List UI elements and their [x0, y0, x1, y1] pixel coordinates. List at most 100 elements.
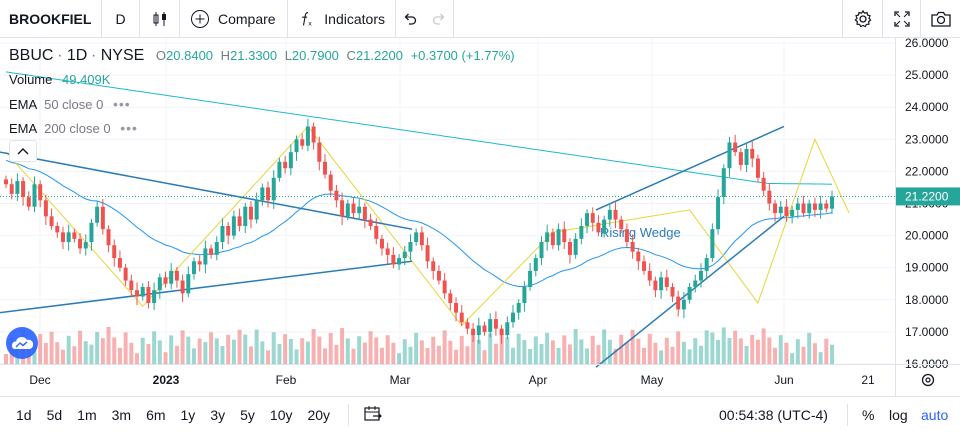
range-5d[interactable]: 5d	[46, 407, 63, 423]
volume-bars	[4, 327, 834, 364]
range-1y[interactable]: 1y	[180, 407, 196, 423]
candle-body	[419, 232, 424, 246]
auto-toggle[interactable]: auto	[921, 407, 949, 423]
candle-body	[454, 303, 459, 313]
candle-body	[345, 203, 350, 217]
candle-body	[550, 232, 555, 246]
candle-body	[516, 303, 521, 313]
candle-body	[602, 219, 607, 233]
settings-button[interactable]	[842, 0, 882, 38]
candle-body	[664, 277, 669, 287]
volume-bar	[357, 336, 362, 364]
volume-bar	[539, 344, 544, 364]
screenshot-button[interactable]	[920, 0, 960, 38]
pattern-label: Rising Wedge	[600, 225, 681, 240]
legend-l-label: L	[284, 48, 292, 63]
fullscreen-button[interactable]	[882, 0, 920, 38]
log-toggle[interactable]: log	[889, 407, 908, 423]
candle-body	[522, 286, 527, 304]
volume-bar	[716, 340, 721, 364]
ema50-legend[interactable]: EMA 50 close 0 •••	[9, 96, 131, 112]
volume-bar	[755, 339, 760, 364]
volume-bar	[340, 328, 345, 364]
volume-bar	[533, 336, 538, 364]
volume-bar	[311, 329, 316, 364]
volume-bar	[431, 336, 436, 364]
chart-type-button[interactable]	[140, 0, 180, 38]
volume-bar	[78, 330, 83, 364]
volume-bar	[351, 348, 356, 364]
percent-toggle[interactable]: %	[862, 407, 875, 423]
undo-button[interactable]	[396, 0, 424, 38]
volume-bar	[607, 339, 612, 364]
candle-body	[579, 225, 584, 239]
range-1m[interactable]: 1m	[77, 407, 97, 423]
volume-bar	[744, 346, 749, 364]
candle-body	[243, 206, 248, 226]
candle-body	[653, 280, 658, 291]
volume-bar	[55, 342, 60, 364]
legend-interval[interactable]: 1D	[66, 47, 88, 64]
volume-value: 49.409K	[62, 72, 111, 87]
candle-body	[95, 206, 100, 223]
range-1d[interactable]: 1d	[16, 407, 32, 423]
range-20y[interactable]: 20y	[307, 407, 331, 423]
compare-button[interactable]: Compare	[180, 0, 288, 38]
legend-o-value: 20.8400	[166, 48, 214, 63]
collapse-legend-button[interactable]	[9, 140, 37, 162]
volume-bar	[784, 342, 789, 364]
chart-area[interactable]: Rising Wedge 26.0000 25.0000 24.0000 23.000…	[0, 36, 960, 396]
range-6m[interactable]: 6m	[146, 407, 166, 423]
price-chart[interactable]: Rising Wedge 26.0000 25.0000 24.0000 23.000…	[0, 36, 960, 396]
trendline	[0, 151, 413, 230]
last-price-label: 21.2200	[905, 189, 949, 203]
candle-body	[220, 225, 225, 243]
candle-body	[4, 179, 8, 185]
redo-button[interactable]	[424, 0, 454, 38]
volume-bar	[169, 335, 174, 364]
candle-body	[716, 197, 721, 230]
candle-body	[357, 206, 362, 214]
candle-body	[710, 229, 715, 259]
candle-body	[180, 280, 185, 294]
price-tick: 22.0000	[905, 164, 949, 178]
volume-bar	[528, 349, 533, 364]
volume-bar	[283, 334, 288, 364]
symbol-search[interactable]: BROOKFIEL	[0, 0, 102, 38]
date-range-button[interactable]	[363, 405, 383, 426]
cloud-chart-icon	[11, 337, 33, 349]
candle-body	[89, 222, 94, 243]
candles-icon	[153, 11, 166, 26]
interval-button[interactable]: D	[102, 0, 140, 38]
candle-body	[795, 203, 800, 210]
drawings: Rising Wedge	[0, 71, 895, 368]
candle-body	[169, 270, 174, 284]
brand-logo[interactable]	[6, 327, 38, 359]
time-tick: Apr	[529, 373, 548, 387]
range-10y[interactable]: 10y	[269, 407, 293, 423]
candle-body	[567, 242, 572, 255]
more-icon[interactable]: •••	[120, 120, 138, 136]
range-5y[interactable]: 5y	[240, 407, 255, 423]
range-3m[interactable]: 3m	[111, 407, 132, 423]
trendline	[0, 260, 413, 314]
candles	[4, 118, 834, 344]
range-3y[interactable]: 3y	[210, 407, 226, 423]
more-icon[interactable]: •••	[112, 96, 131, 112]
candle-body	[157, 277, 162, 291]
legend-ticker[interactable]: BBUC	[9, 47, 54, 64]
volume-bar	[220, 346, 225, 364]
volume-bar	[647, 333, 652, 364]
candle-body	[465, 322, 470, 329]
legend-exchange[interactable]: NYSE	[100, 47, 145, 64]
volume-bar	[72, 346, 77, 364]
volume-bar	[345, 338, 350, 364]
candle-body	[425, 245, 430, 262]
candle-body	[801, 203, 806, 214]
clock[interactable]: 00:54:38 (UTC-4)	[719, 407, 828, 423]
volume-bar	[442, 330, 447, 364]
ema200-legend[interactable]: EMA 200 close 0 •••	[9, 120, 138, 136]
volume-legend[interactable]: Volume 49.409K	[9, 72, 110, 87]
candle-body	[368, 219, 373, 226]
indicators-button[interactable]: x Indicators	[288, 0, 396, 38]
